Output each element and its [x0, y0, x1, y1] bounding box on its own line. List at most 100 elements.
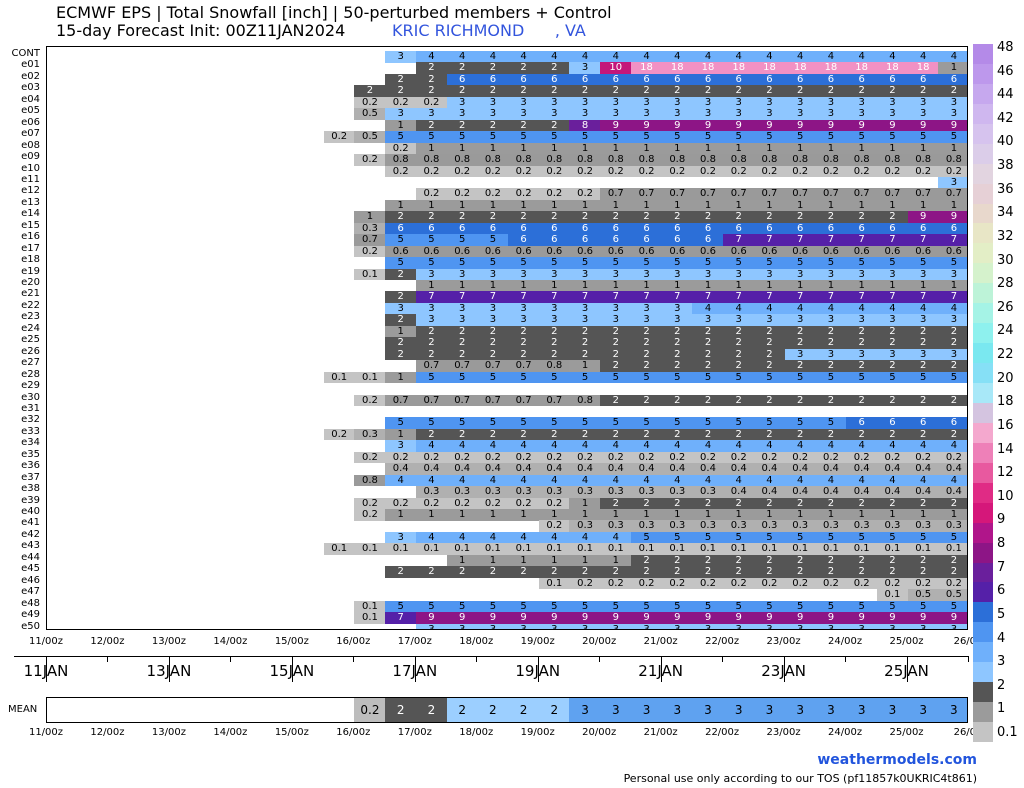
member-cell: 2 [385, 337, 417, 349]
member-cell: 4 [477, 531, 509, 544]
colorbar-label: 12 [997, 465, 1014, 481]
colorbar-label: 14 [997, 441, 1014, 457]
member-cell: 2 [630, 85, 663, 97]
member-cell: 3 [508, 302, 540, 315]
member-cell: 6 [415, 222, 448, 235]
member-cell: 5 [661, 531, 693, 544]
member-cell: 2 [661, 360, 693, 372]
member-cell: 6 [876, 222, 909, 235]
member-cell: 2 [600, 211, 632, 223]
member-cell: 1 [846, 280, 878, 292]
member-cell: 0.2 [385, 497, 417, 510]
member-cell: 4 [630, 440, 663, 452]
member-cell: 0.1 [323, 543, 355, 555]
member-cell: 2 [692, 211, 724, 223]
member-cell: 2 [630, 348, 663, 361]
member-cell: 1 [415, 280, 448, 292]
member-cell: 1 [661, 199, 693, 212]
member-cell: 6 [600, 73, 632, 86]
member-cell: 18 [876, 62, 909, 75]
member-cell: 9 [630, 119, 663, 132]
member-cell: 0.3 [600, 486, 632, 498]
member-label: e13 [21, 196, 40, 208]
colorbar-label: 5 [997, 606, 1006, 622]
member-cell: 4 [569, 51, 601, 63]
member-cell: 9 [723, 612, 755, 624]
member-cell: 0.2 [508, 451, 540, 464]
member-cell: 2 [692, 497, 724, 510]
member-cell: 0.2 [538, 451, 570, 464]
x-tick-label: 18/00z [459, 727, 494, 738]
member-cell: 2 [723, 325, 755, 338]
member-cell: 5 [876, 531, 909, 544]
member-cell: 2 [907, 566, 939, 578]
chart-title: ECMWF EPS | Total Snowfall [inch] | 50-p… [56, 3, 612, 22]
member-cell: 1 [538, 199, 570, 212]
member-cell: 5 [415, 131, 448, 143]
member-cell: 9 [508, 612, 540, 624]
member-cell: 4 [723, 474, 755, 487]
day-tick [414, 656, 416, 682]
colorbar-segment [973, 203, 993, 224]
colorbar-segment [973, 722, 993, 743]
member-cell: 3 [600, 96, 632, 109]
member-cell: 7 [938, 234, 967, 246]
member-cell: 5 [446, 234, 478, 246]
member-cell: 0.1 [753, 543, 786, 555]
brand-link[interactable]: weathermodels.com [817, 752, 977, 768]
member-cell: 3 [846, 108, 878, 120]
member-label: e15 [21, 219, 40, 231]
member-cell: 3 [477, 96, 509, 109]
member-cell: 2 [753, 428, 786, 441]
member-cell: 2 [723, 348, 755, 361]
member-cell: 0.6 [569, 245, 601, 258]
member-cell: 3 [477, 108, 509, 120]
member-cell: 5 [907, 531, 939, 544]
member-cell: 0.2 [876, 165, 909, 178]
member-cell: 4 [600, 440, 632, 452]
member-cell: 9 [846, 119, 878, 132]
member-cell: 3 [446, 302, 478, 315]
member-cell: 3 [846, 348, 878, 361]
member-cell: 0.8 [938, 154, 967, 166]
member-cell: 5 [446, 600, 478, 613]
member-cell: 0.2 [753, 165, 786, 178]
colorbar-segment [973, 183, 993, 205]
member-label: CONT [11, 48, 40, 59]
member-cell: 6 [938, 417, 967, 430]
x-tick-label: 15/00z [274, 636, 309, 647]
member-cell: 7 [723, 291, 755, 304]
member-cell: 1 [784, 199, 816, 212]
member-cell: 1 [753, 199, 786, 212]
member-cell: 2 [723, 497, 755, 510]
member-cell: 4 [876, 51, 909, 63]
member-label: e01 [21, 59, 40, 71]
colorbar-segment [973, 363, 993, 384]
member-cell: 3 [784, 268, 816, 281]
member-cell: 0.2 [508, 165, 540, 178]
member-cell: 5 [508, 371, 540, 384]
member-cell: 2 [415, 566, 448, 578]
member-cell: 2 [477, 348, 509, 361]
member-cell: 3 [446, 96, 478, 109]
member-cell: 0.8 [569, 394, 601, 407]
member-cell: 0.7 [508, 360, 540, 372]
colorbar-segment [973, 622, 993, 643]
member-cell: 6 [385, 222, 417, 235]
member-cell: 6 [784, 73, 816, 86]
member-label: e46 [21, 574, 40, 586]
member-cell: 7 [938, 291, 967, 304]
day-tick [107, 656, 109, 662]
member-cell: 3 [538, 96, 570, 109]
member-cell: 5 [907, 257, 939, 269]
member-cell: 6 [815, 222, 847, 235]
member-cell: 4 [446, 440, 478, 452]
member-cell: 3 [907, 348, 939, 361]
member-cell: 2 [876, 85, 909, 97]
member-cell: 2 [846, 554, 878, 567]
member-cell: 7 [723, 234, 755, 246]
member-cell: 4 [477, 474, 509, 487]
member-cell: 5 [385, 600, 417, 613]
member-cell: 2 [784, 211, 816, 223]
member-cell: 6 [907, 222, 939, 235]
